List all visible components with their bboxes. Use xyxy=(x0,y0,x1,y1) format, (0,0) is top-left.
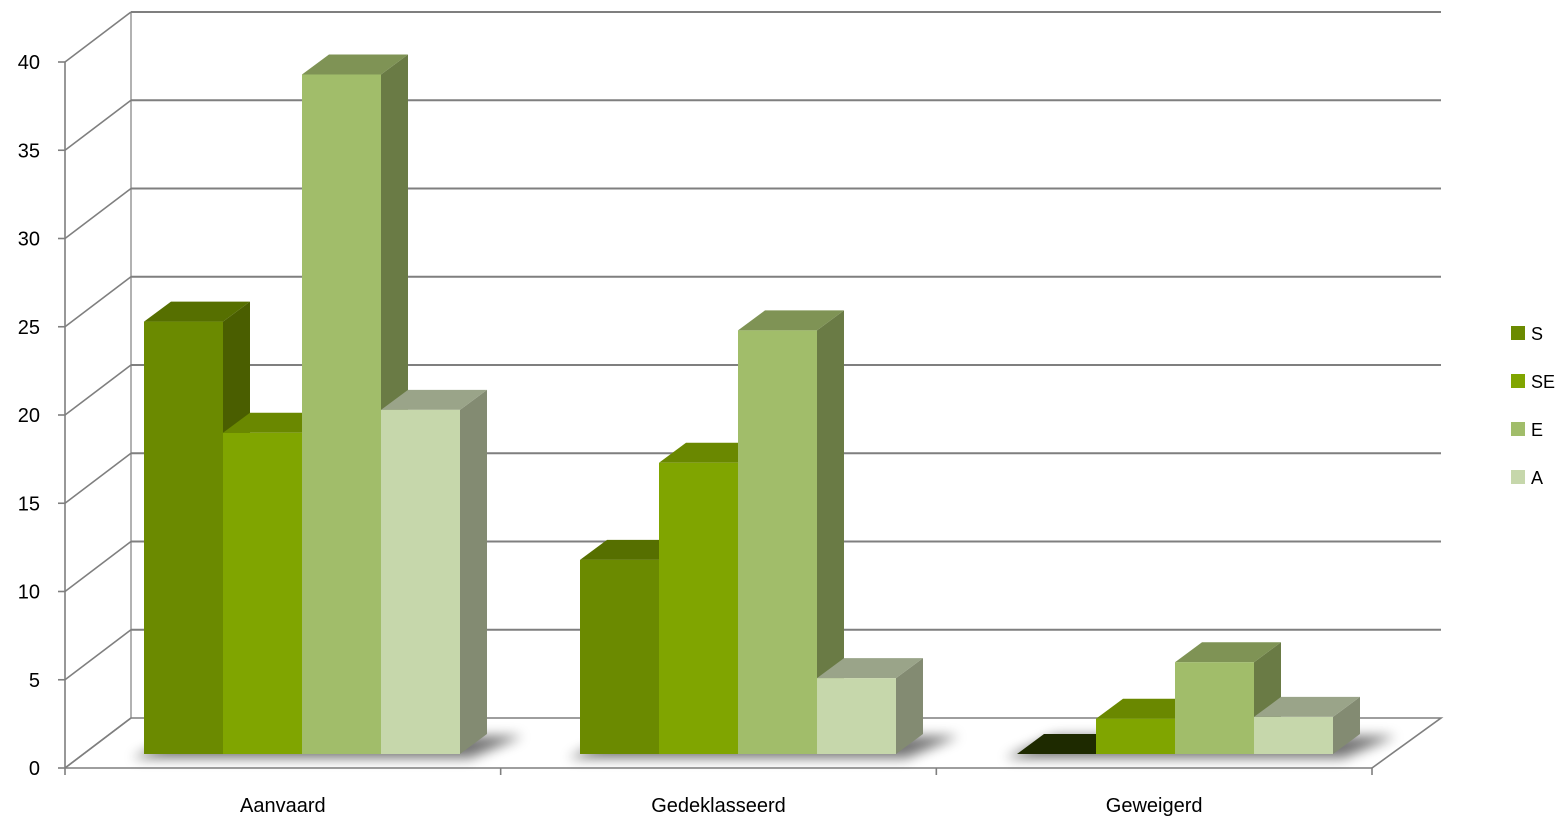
bar-side xyxy=(817,310,844,754)
legend-label: E xyxy=(1531,420,1543,440)
y-tick-label: 25 xyxy=(18,317,40,339)
bar-top xyxy=(1175,642,1281,663)
legend-swatch xyxy=(1511,422,1525,436)
legend-label: S xyxy=(1531,324,1543,344)
bar-top xyxy=(817,658,923,679)
legend-label: SE xyxy=(1531,372,1555,392)
bar xyxy=(381,389,487,754)
bar-front xyxy=(1254,716,1333,754)
bar-front xyxy=(381,409,460,754)
bar-front xyxy=(1175,662,1254,754)
side-wall-gridline xyxy=(64,452,132,504)
y-tick-label: 35 xyxy=(18,140,40,162)
legend-label: A xyxy=(1531,468,1543,488)
side-wall-gridline xyxy=(64,540,132,593)
bar-front xyxy=(1096,718,1175,754)
legend-swatch xyxy=(1511,470,1525,484)
legend-swatch xyxy=(1511,374,1525,388)
side-wall-gridline xyxy=(64,364,132,416)
bar-top xyxy=(302,54,408,75)
bar-front xyxy=(302,74,381,755)
bar-top xyxy=(381,389,487,410)
side-wall-gridline xyxy=(64,11,132,63)
bar-top xyxy=(738,310,844,331)
x-tick-label: Gedeklasseerd xyxy=(651,795,786,817)
bar-front xyxy=(659,462,738,754)
bar-side xyxy=(896,658,923,754)
y-tick-label: 20 xyxy=(18,405,40,427)
y-tick-label: 5 xyxy=(29,670,40,692)
y-tick-label: 40 xyxy=(18,52,40,74)
y-tick-label: 15 xyxy=(18,493,40,515)
bar-front xyxy=(580,559,659,754)
bar-top xyxy=(144,301,250,322)
bar xyxy=(738,310,844,754)
y-tick-label: 30 xyxy=(18,229,40,251)
side-wall-gridline xyxy=(64,629,132,681)
bar-front xyxy=(223,432,302,754)
bar-top xyxy=(1254,696,1360,717)
y-tick-label: 10 xyxy=(18,582,40,604)
bar-front xyxy=(738,330,817,754)
y-tick-label: 0 xyxy=(29,758,40,780)
bar-front xyxy=(144,321,223,754)
bar xyxy=(817,658,923,754)
bar-side xyxy=(460,389,487,754)
side-wall-gridline xyxy=(64,99,132,151)
bar-front xyxy=(817,678,896,754)
x-tick-label: Geweigerd xyxy=(1106,795,1203,817)
x-tick-label: Aanvaard xyxy=(240,795,326,817)
bar xyxy=(1254,696,1360,754)
legend-swatch xyxy=(1511,326,1525,340)
side-wall-gridline xyxy=(64,187,132,240)
bar-side xyxy=(1333,696,1360,754)
side-wall-gridline xyxy=(64,276,132,328)
